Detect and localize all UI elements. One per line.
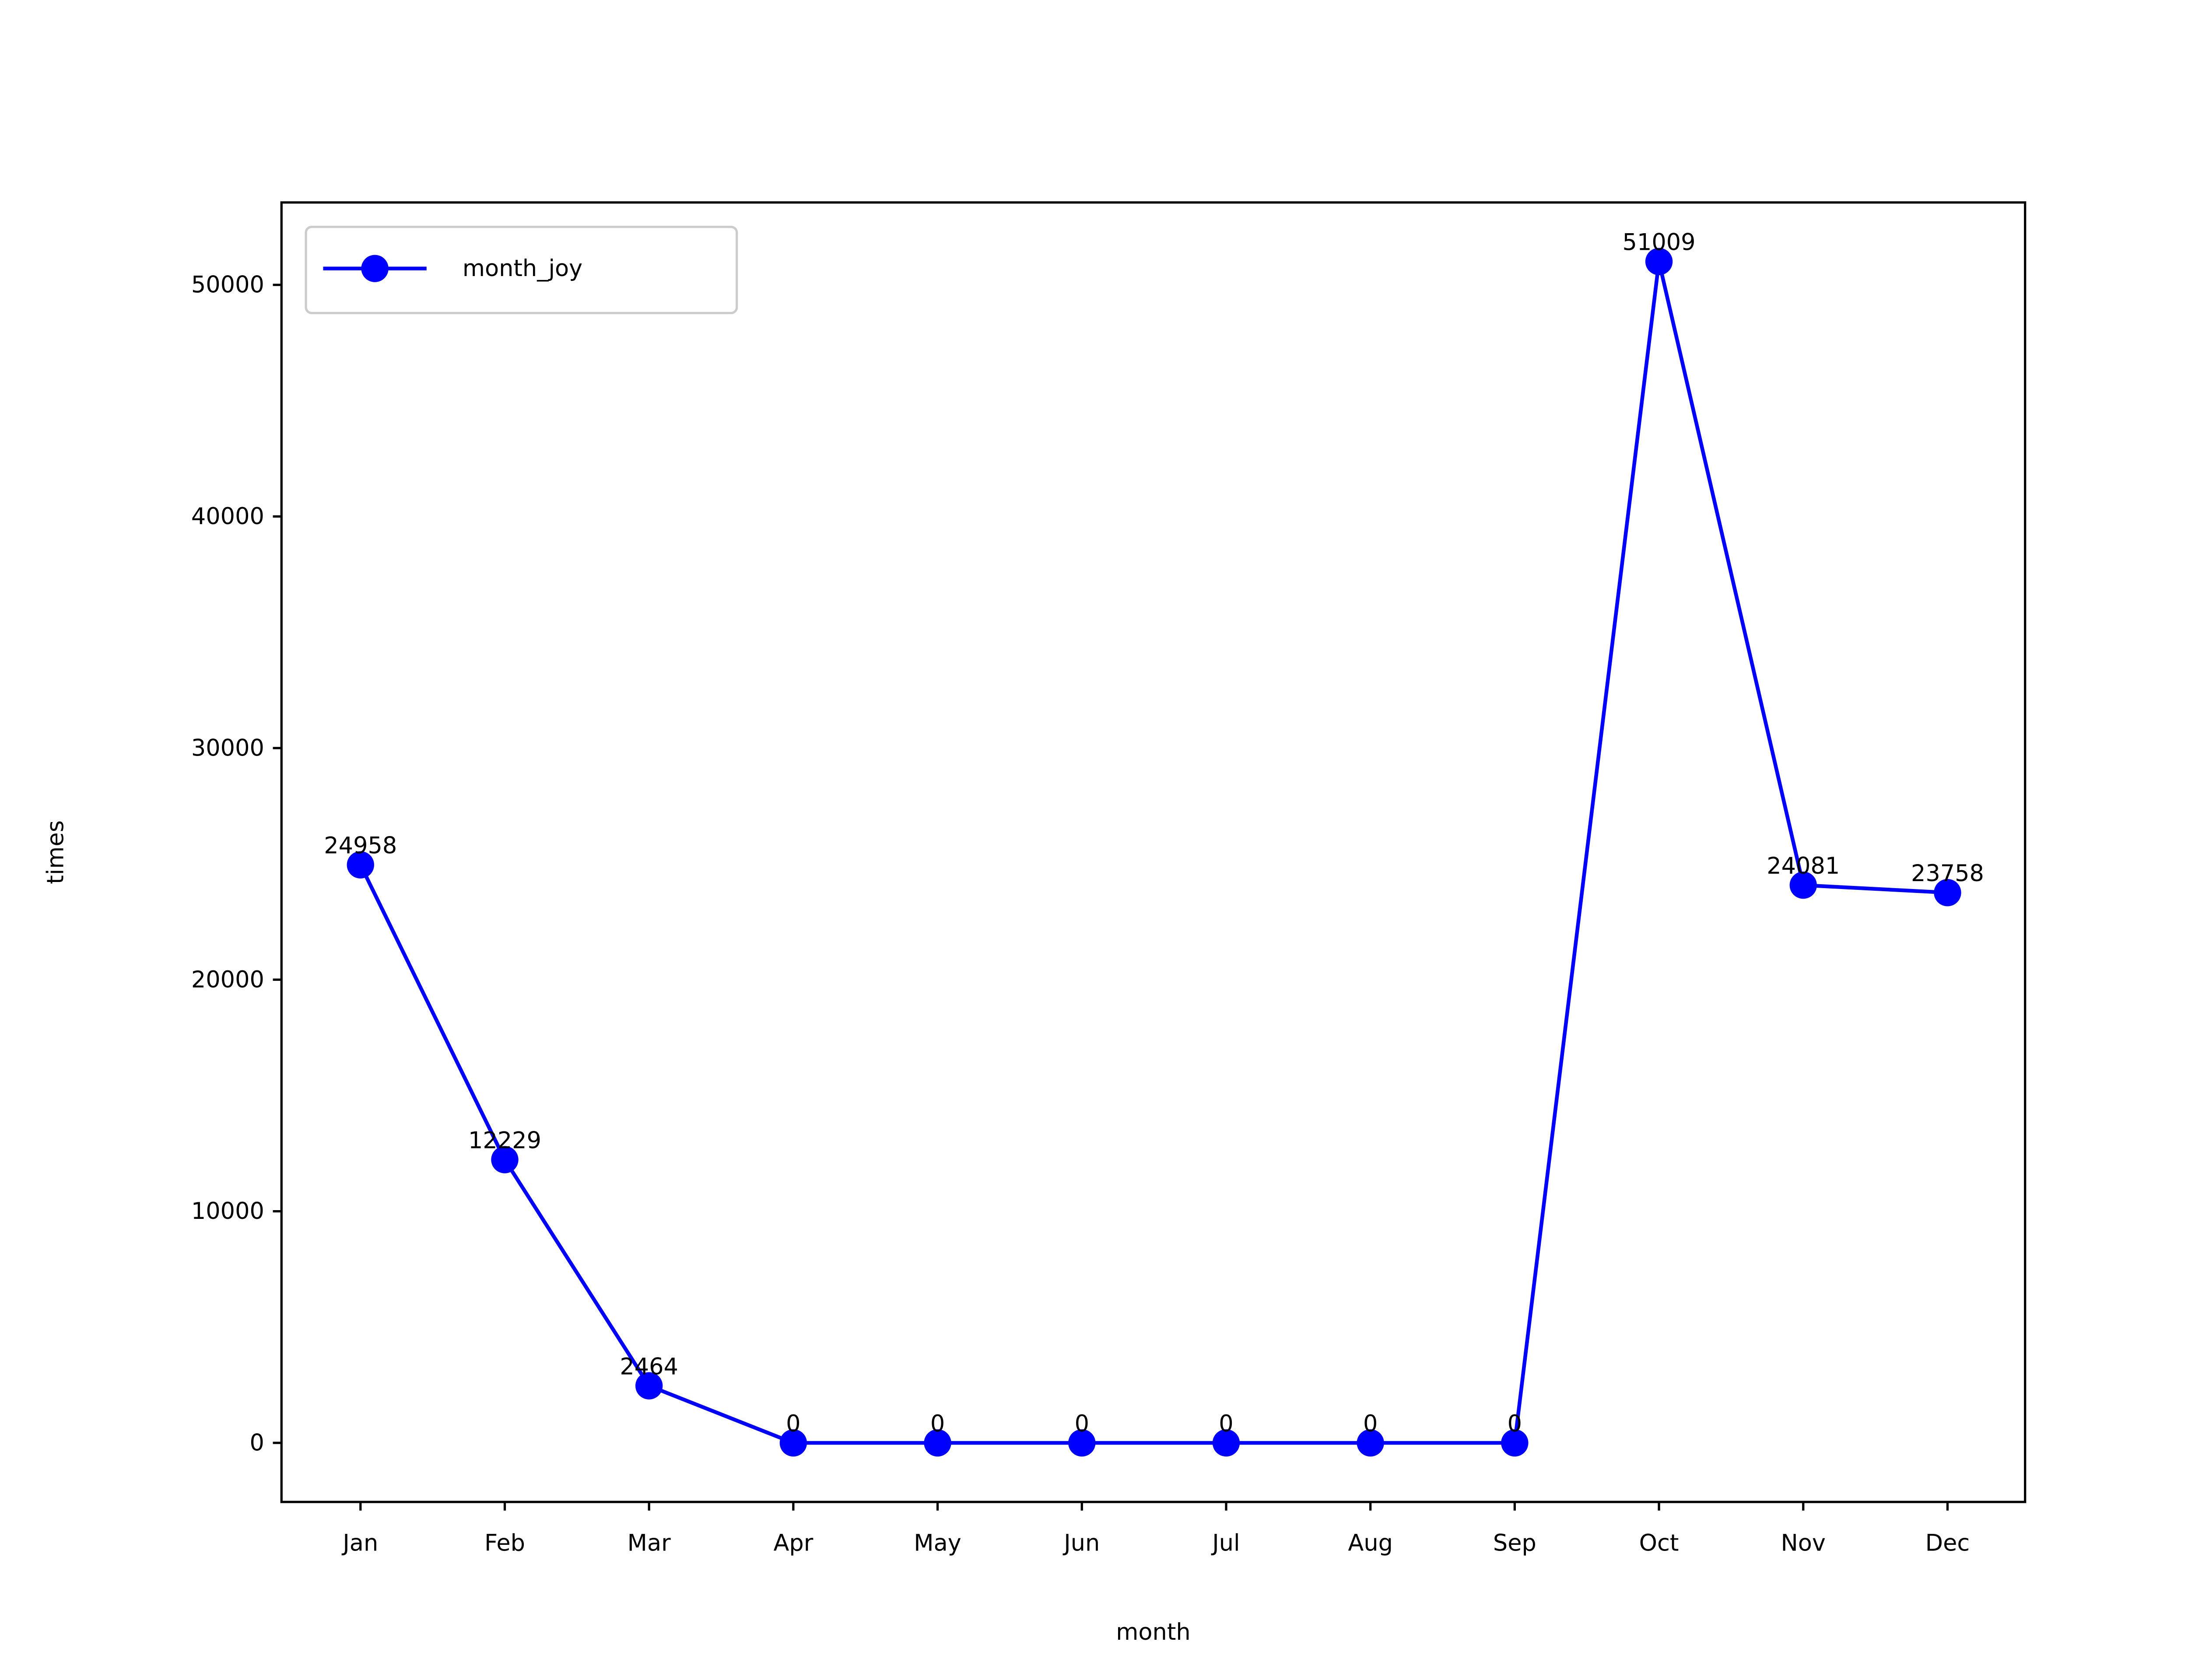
x-tick-label: Nov <box>1781 1530 1826 1557</box>
legend: month_joy <box>305 225 738 315</box>
data-point <box>491 1146 519 1173</box>
plot-frame <box>280 201 2027 1503</box>
x-tick-label: Oct <box>1639 1530 1679 1557</box>
data-label: 24081 <box>1767 853 1840 879</box>
x-tick-label: Dec <box>1925 1530 1970 1557</box>
legend-label-month-joy: month_joy <box>463 255 582 282</box>
data-label: 0 <box>786 1410 800 1437</box>
data-label: 12229 <box>468 1127 541 1154</box>
legend-box <box>305 225 738 315</box>
data-point <box>1645 248 1673 275</box>
y-tick-label: 30000 <box>191 735 264 761</box>
data-point <box>779 1429 807 1457</box>
data-label: 51009 <box>1623 229 1696 256</box>
x-tick-label: Feb <box>484 1530 525 1557</box>
data-point <box>1212 1429 1240 1457</box>
x-tick-label: Aug <box>1348 1530 1393 1557</box>
x-tick-label: Apr <box>773 1530 813 1557</box>
y-tick-label: 20000 <box>191 966 264 993</box>
data-point <box>1068 1429 1096 1457</box>
x-axis-label: month <box>1116 1619 1190 1645</box>
data-label: 24958 <box>324 833 397 859</box>
data-labels-layer: 24958 12229 2464 0 0 0 0 0 0 51009 24081 23758 <box>324 229 1984 1437</box>
plot-area <box>280 201 2027 1503</box>
data-point <box>1501 1429 1529 1457</box>
x-tick-label: Jun <box>1062 1530 1100 1557</box>
series-layer <box>347 248 1961 1457</box>
legend-marker-swatch <box>361 255 389 282</box>
data-label: 0 <box>1075 1410 1089 1437</box>
y-tick-label: 50000 <box>191 272 264 298</box>
data-point <box>1934 879 1961 906</box>
data-point <box>635 1372 663 1400</box>
y-tick-label: 40000 <box>191 503 264 530</box>
series-line-month-joy <box>358 259 1948 1445</box>
data-label: 0 <box>930 1410 945 1437</box>
y-tick-label: 10000 <box>191 1198 264 1225</box>
y-axis: 0 10000 20000 30000 40000 50000 <box>191 272 282 1456</box>
data-label: 0 <box>1219 1410 1233 1437</box>
data-label: 0 <box>1363 1410 1378 1437</box>
data-point <box>1789 872 1817 899</box>
x-tick-label: Sep <box>1493 1530 1536 1557</box>
y-tick-label: 0 <box>249 1430 264 1456</box>
data-point <box>347 851 374 879</box>
data-label: 23758 <box>1911 860 1984 887</box>
x-tick-label: Mar <box>628 1530 671 1557</box>
x-axis: Jan Feb Mar Apr May Jun Jul Aug Sep Oct Nov Dec <box>341 1502 1970 1557</box>
data-label: 0 <box>1508 1410 1522 1437</box>
data-point <box>924 1429 951 1457</box>
x-tick-label: Jul <box>1211 1530 1240 1557</box>
data-point <box>1357 1429 1384 1457</box>
y-axis-label: times <box>42 820 69 884</box>
x-tick-label: Jan <box>341 1530 378 1557</box>
data-label: 2464 <box>620 1353 678 1380</box>
x-tick-label: May <box>914 1530 961 1557</box>
